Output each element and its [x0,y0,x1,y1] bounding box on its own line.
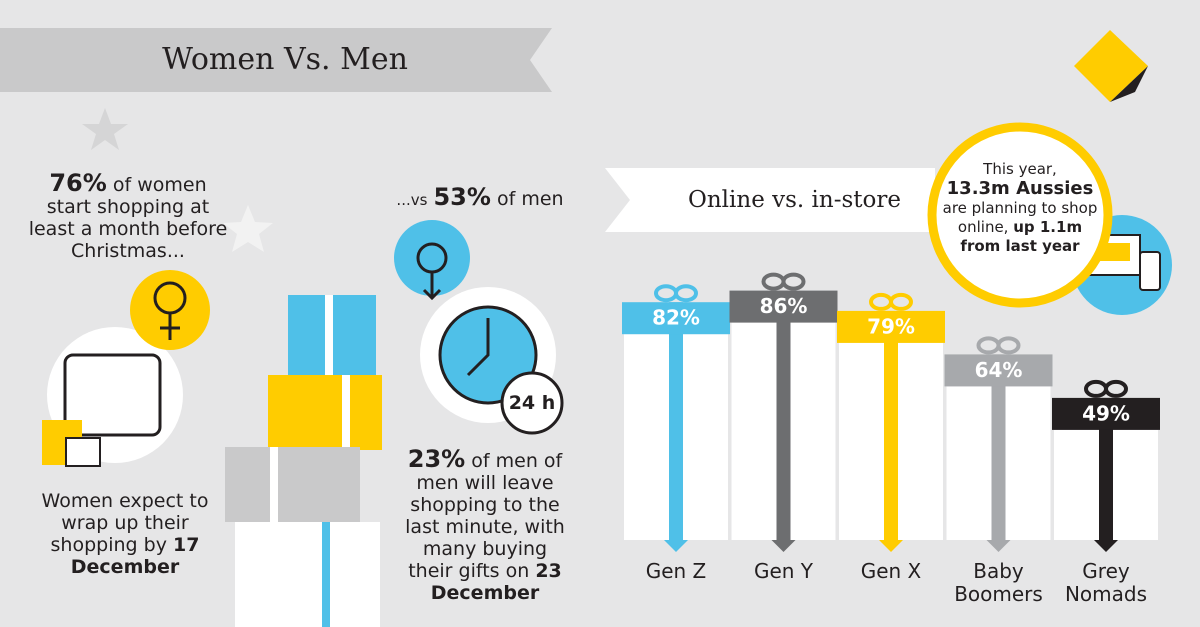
callout-line: are planning to shop online, [942,199,1098,236]
bow [761,272,786,291]
logo-accent [1110,66,1148,102]
bow [781,272,806,291]
screen [1100,243,1130,261]
gift-ribbon [669,302,683,540]
bar [622,302,730,335]
x-tick-label: Gen X [860,559,922,583]
logo [1074,30,1148,102]
value-label: 64% [975,358,1023,382]
women-stat: 76% of women start shopping at least a m… [28,169,228,262]
x-tick-label: Gen Z [645,559,707,583]
gift [268,375,382,450]
header-title: Women Vs. Men [162,42,408,77]
calendar-outline [63,353,162,437]
female-symbol [160,313,180,340]
callout-line: This year, [983,160,1057,178]
gift-ribbon [776,290,791,540]
gift-ribbon [342,375,350,450]
gift-ribbon [325,295,333,375]
ribbon-tail [1094,540,1118,552]
value-label: 79% [867,314,915,338]
chart-title: Online vs. in-store [688,187,901,213]
bow [889,292,913,311]
wrap-text: Women expect to wrap up their shopping b… [41,490,209,556]
last-text: of men of men will leave shopping to the… [405,450,565,582]
clock-hands [466,318,490,377]
x-tick-label: Baby Boomers [954,559,1043,606]
gift-ribbon [322,522,330,627]
star [223,205,273,252]
stat: 23% [407,445,466,473]
callout-circle [927,122,1113,308]
male-symbol [422,272,442,301]
bow [976,336,1001,355]
callout-bold: 13.3m Aussies [946,178,1094,199]
bow [996,336,1021,355]
bow [654,284,678,303]
phone-icon [1139,251,1161,291]
clock-label: 24 h [508,392,556,414]
clock-badge [500,371,564,435]
bar [944,354,1053,387]
ribbon-tail [664,540,688,552]
stat-text: of men [496,188,564,210]
men-stat: ...vs 53% of men [395,183,565,211]
male-icon [394,220,470,296]
prefix: ...vs [396,191,428,209]
bar [837,310,945,343]
last-date: 23 December [430,560,562,604]
gift [235,522,380,627]
value-label: 49% [1082,401,1130,425]
callout-bold: up 1.1m from last year [960,218,1083,255]
bar [729,290,838,323]
wrap-date: 17 December [70,534,200,578]
gift-ribbon [884,310,898,540]
gift-ribbon [991,354,1006,540]
bar [1052,397,1160,430]
female-icon [130,270,210,350]
ribbon-tail [986,540,1011,552]
x-tick-label: Grey Nomads [1064,559,1148,606]
gift-ribbon [1099,397,1113,540]
ribbon-tail [771,540,796,552]
bow [869,292,893,311]
women-wrap: Women expect to wrap up their shopping b… [25,490,225,578]
gift [225,447,360,522]
chart-banner [605,168,935,232]
value-label: 86% [760,294,808,318]
header-banner [0,28,552,92]
men-last: 23% of men of men will leave shopping to… [400,445,570,604]
bow [1104,379,1128,398]
x-tick-label: Gen Y [753,559,814,583]
stat: 53% [433,183,491,211]
callout-text: This year, 13.3m Aussies are planning to s… [938,160,1102,256]
gift-ribbon [270,447,278,522]
stat-text: of women start shopping at least a month… [28,174,228,262]
value-label: 82% [652,306,700,330]
bow [1084,379,1108,398]
stat: 76% [49,169,107,197]
bow [674,284,698,303]
star [82,108,128,150]
present-icon [65,437,101,467]
ribbon-tail [879,540,903,552]
